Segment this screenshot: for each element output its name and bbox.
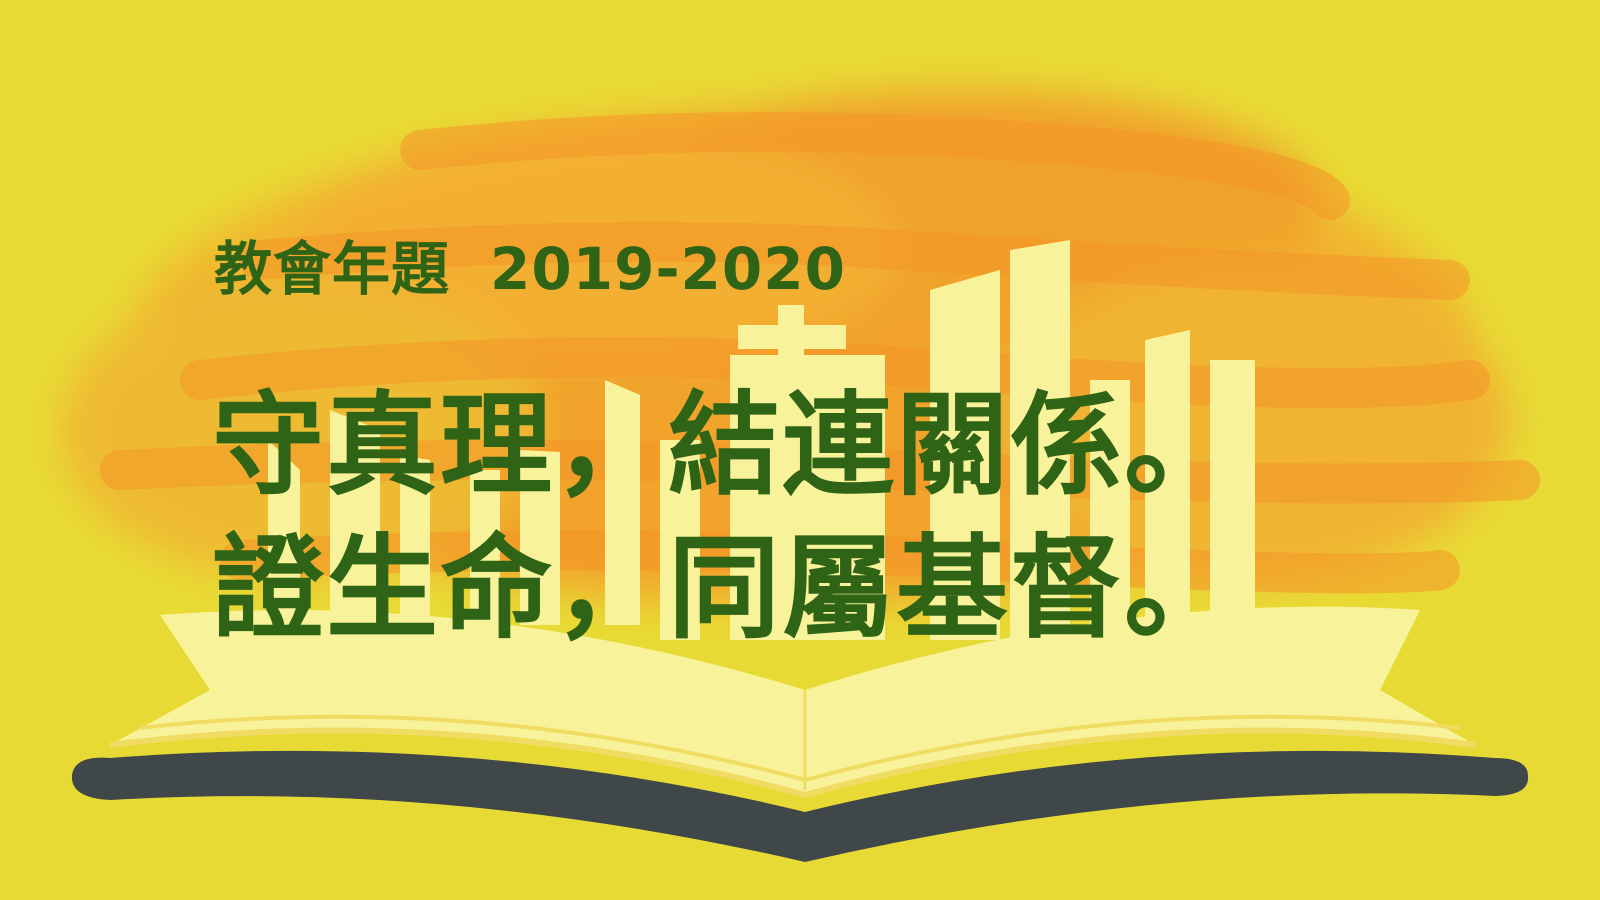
motto-line-2: 證生命，同屬基督。 <box>212 524 1238 654</box>
skyline <box>268 240 1255 640</box>
subtitle-label: 教會年題 <box>214 235 451 303</box>
book-cover <box>71 750 1529 862</box>
book-pages <box>109 606 1476 799</box>
brush-strokes <box>100 112 1540 594</box>
motto-line-1: 守真理，結連關係。 <box>212 381 1238 511</box>
subtitle: 教會年題 2019-2020 <box>214 222 846 306</box>
year-range: 2019-2020 <box>490 235 846 303</box>
